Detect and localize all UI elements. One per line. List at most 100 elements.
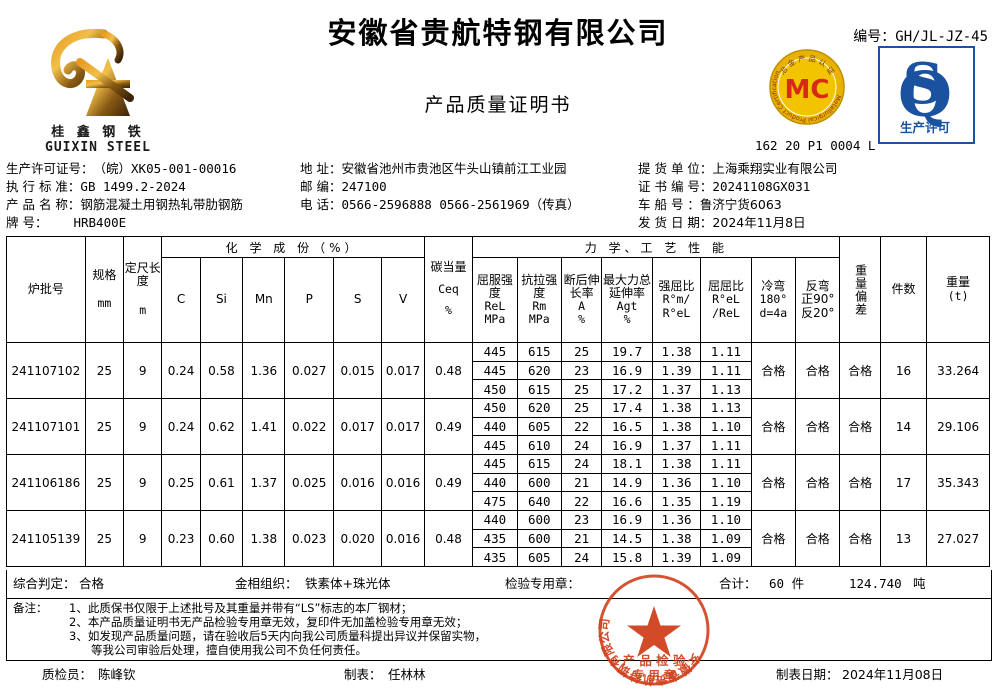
note-item-4: 等我公司审验后处理，擅自使用我公司不负任何责任。 xyxy=(91,643,367,657)
cell-tensile-2: 620 xyxy=(517,362,561,381)
cell-agt-1: 18.1 xyxy=(602,455,652,474)
certificate-number-value: 20241108GX031 xyxy=(712,179,811,194)
svg-text:生产许可: 生产许可 xyxy=(900,120,951,135)
cell-ceq: 0.49 xyxy=(423,398,474,455)
col-ratio-rm-rel-l3: R°eL xyxy=(662,305,691,320)
cell-elongation: 25 23 25 xyxy=(560,342,603,399)
col-weight-title: 重量 xyxy=(946,275,971,289)
cell-heat-no: 241107101 xyxy=(6,398,86,455)
cell-rebend: 合格 xyxy=(795,454,841,511)
quality-data-table: 炉批号 规格 mm 定尺长度 m 化 学 成 份（%） 碳当量 Ceq % 力 … xyxy=(6,236,990,567)
brand-row: 牌 号： HRB400E xyxy=(6,214,306,232)
col-rebend-l1: 反弯 xyxy=(805,278,830,293)
total-weight: 124.740 xyxy=(849,576,902,591)
cell-agt-1: 16.9 xyxy=(602,511,652,530)
phone-value: 0566-2596888 0566-2561969（传真） xyxy=(341,197,580,212)
cell-mn: 1.38 xyxy=(242,510,286,567)
inspector-label: 质检员： xyxy=(42,667,93,682)
col-pieces: 件数 xyxy=(879,236,928,343)
cell-ratio2-2: 1.11 xyxy=(701,362,751,381)
summary-row: 综合判定： 合格 金相组织： 铁素体+珠光体 检验专用章： 合计： 60 件 1… xyxy=(6,570,992,599)
cell-elongation: 23 21 24 xyxy=(560,510,603,567)
cell-yield-2: 440 xyxy=(473,418,517,437)
cell-rebend: 合格 xyxy=(795,342,841,399)
note-item-1: 1、此质保书仅限于上述批号及其重量并带有“LS”标志的本厂钢材； xyxy=(69,601,413,615)
cell-tensile-1: 600 xyxy=(517,511,561,530)
cell-c: 0.24 xyxy=(161,342,201,399)
address-row: 地 址：安徽省池州市贵池区牛头山镇前江工业园 xyxy=(300,160,630,178)
cell-cold-bend: 合格 xyxy=(750,342,797,399)
cell-pieces: 17 xyxy=(879,454,928,511)
standard-value: GB 1499.2-2024 xyxy=(80,179,186,194)
company-logo: 桂 鑫 钢 铁 GUIXIN STEEL xyxy=(38,28,158,155)
col-tensile-strength: 抗拉强度 Rm MPa xyxy=(516,257,562,343)
product-name-value: 钢筋混凝土用钢热轧带肋钢筋 xyxy=(80,197,243,212)
col-ceq: 碳当量 Ceq % xyxy=(423,236,474,343)
col-tensile-strength-unit: MPa xyxy=(528,312,550,326)
cell-weight-deviation: 合格 xyxy=(839,342,881,399)
logo-english-text: GUIXIN STEEL xyxy=(45,140,151,155)
col-weight: 重量 (t) xyxy=(926,236,990,343)
table-row: 241107102 25 9 0.24 0.58 1.36 0.027 0.01… xyxy=(6,342,990,399)
cell-heat-no: 241105139 xyxy=(6,510,86,567)
cell-tensile-1: 615 xyxy=(517,455,561,474)
cell-weight: 29.106 xyxy=(926,398,990,455)
logo-chinese-text: 桂 鑫 钢 铁 xyxy=(51,125,145,140)
col-heat-no: 炉批号 xyxy=(6,236,86,343)
cell-ratio2-3: 1.09 xyxy=(710,549,741,565)
col-agt-title: 最大力总延伸率 xyxy=(603,272,652,300)
product-name-label: 产 品 名 称： xyxy=(6,197,81,212)
license-label: 生产许可证号： xyxy=(6,161,94,176)
cell-cold-bend: 合格 xyxy=(750,454,797,511)
brand-label: 牌 号： xyxy=(6,215,48,230)
cell-agt: 16.9 14.5 15.8 xyxy=(601,510,653,567)
cell-ratio2-2: 1.10 xyxy=(701,474,751,493)
cell-v: 0.017 xyxy=(381,398,425,455)
cell-yield-3: 445 xyxy=(483,437,507,453)
cell-v: 0.016 xyxy=(381,454,425,511)
col-length: 定尺长度 m xyxy=(123,236,163,343)
cell-ratio2-2: 1.10 xyxy=(701,418,751,437)
notes-block: 备注： 1、此质保书仅限于上述批号及其重量并带有“LS”标志的本厂钢材； 2、本… xyxy=(6,598,992,661)
cell-tensile-3: 640 xyxy=(527,493,551,509)
cell-agt: 19.7 16.9 17.2 xyxy=(601,342,653,399)
cell-yield-1: 445 xyxy=(473,455,517,474)
cell-agt-3: 16.9 xyxy=(612,437,643,453)
postcode-row: 邮 编：247100 xyxy=(300,178,630,196)
cell-length: 9 xyxy=(123,398,163,455)
cell-cold-bend: 合格 xyxy=(750,510,797,567)
cell-ratio-rm-rel: 1.38 1.39 1.37 xyxy=(651,342,702,399)
standard-label: 执 行 标 准： xyxy=(6,179,81,194)
cell-agt-2: 16.9 xyxy=(602,362,652,381)
cell-length: 9 xyxy=(123,510,163,567)
cell-elong-2: 23 xyxy=(561,362,602,381)
sq-production-license-icon: Q S 生产许可 xyxy=(878,46,975,144)
cell-agt-1: 19.7 xyxy=(602,343,652,362)
cell-ratio1-3: 1.37 xyxy=(661,381,692,397)
vehicle-row: 车 船 号 ：鲁济宁货6063 xyxy=(638,196,994,214)
notes-label: 备注： xyxy=(13,601,48,615)
info-column-right: 提 货 单 位：上海乘翔实业有限公司 证 书 编 号：20241108GX031… xyxy=(638,160,994,232)
cell-heat-no: 241106186 xyxy=(6,454,86,511)
cell-ratio-rm-rel: 1.38 1.36 1.35 xyxy=(651,454,702,511)
cell-elong-3: 24 xyxy=(574,549,590,565)
cell-yield-2: 435 xyxy=(473,530,517,549)
inspector-value: 陈峰钦 xyxy=(98,667,136,682)
cell-s: 0.016 xyxy=(332,454,383,511)
cell-ratio2-2: 1.09 xyxy=(701,530,751,549)
note-item-2: 2、本产品质量证明书无产品检验专用章无效，复印件无加盖检验专用章无效； xyxy=(69,615,468,629)
cell-yield-strength: 450 440 445 xyxy=(472,398,518,455)
cell-si: 0.62 xyxy=(199,398,244,455)
product-name-row: 产 品 名 称：钢筋混凝土用钢热轧带肋钢筋 xyxy=(6,196,306,214)
cell-spec: 25 xyxy=(84,342,125,399)
cell-ratio1-1: 1.36 xyxy=(652,511,701,530)
cell-s: 0.017 xyxy=(332,398,383,455)
cell-elong-3: 25 xyxy=(574,381,590,397)
col-ratio-rel-l2: R°eL xyxy=(712,292,740,307)
cell-tensile-2: 605 xyxy=(517,418,561,437)
cell-yield-2: 440 xyxy=(473,474,517,493)
logo-mark-icon xyxy=(46,28,150,120)
col-weight-deviation-label: 重量偏差 xyxy=(853,263,868,316)
group-header-mechanical: 力 学、工 艺 性 能 xyxy=(472,236,841,258)
cell-p: 0.022 xyxy=(284,398,334,455)
